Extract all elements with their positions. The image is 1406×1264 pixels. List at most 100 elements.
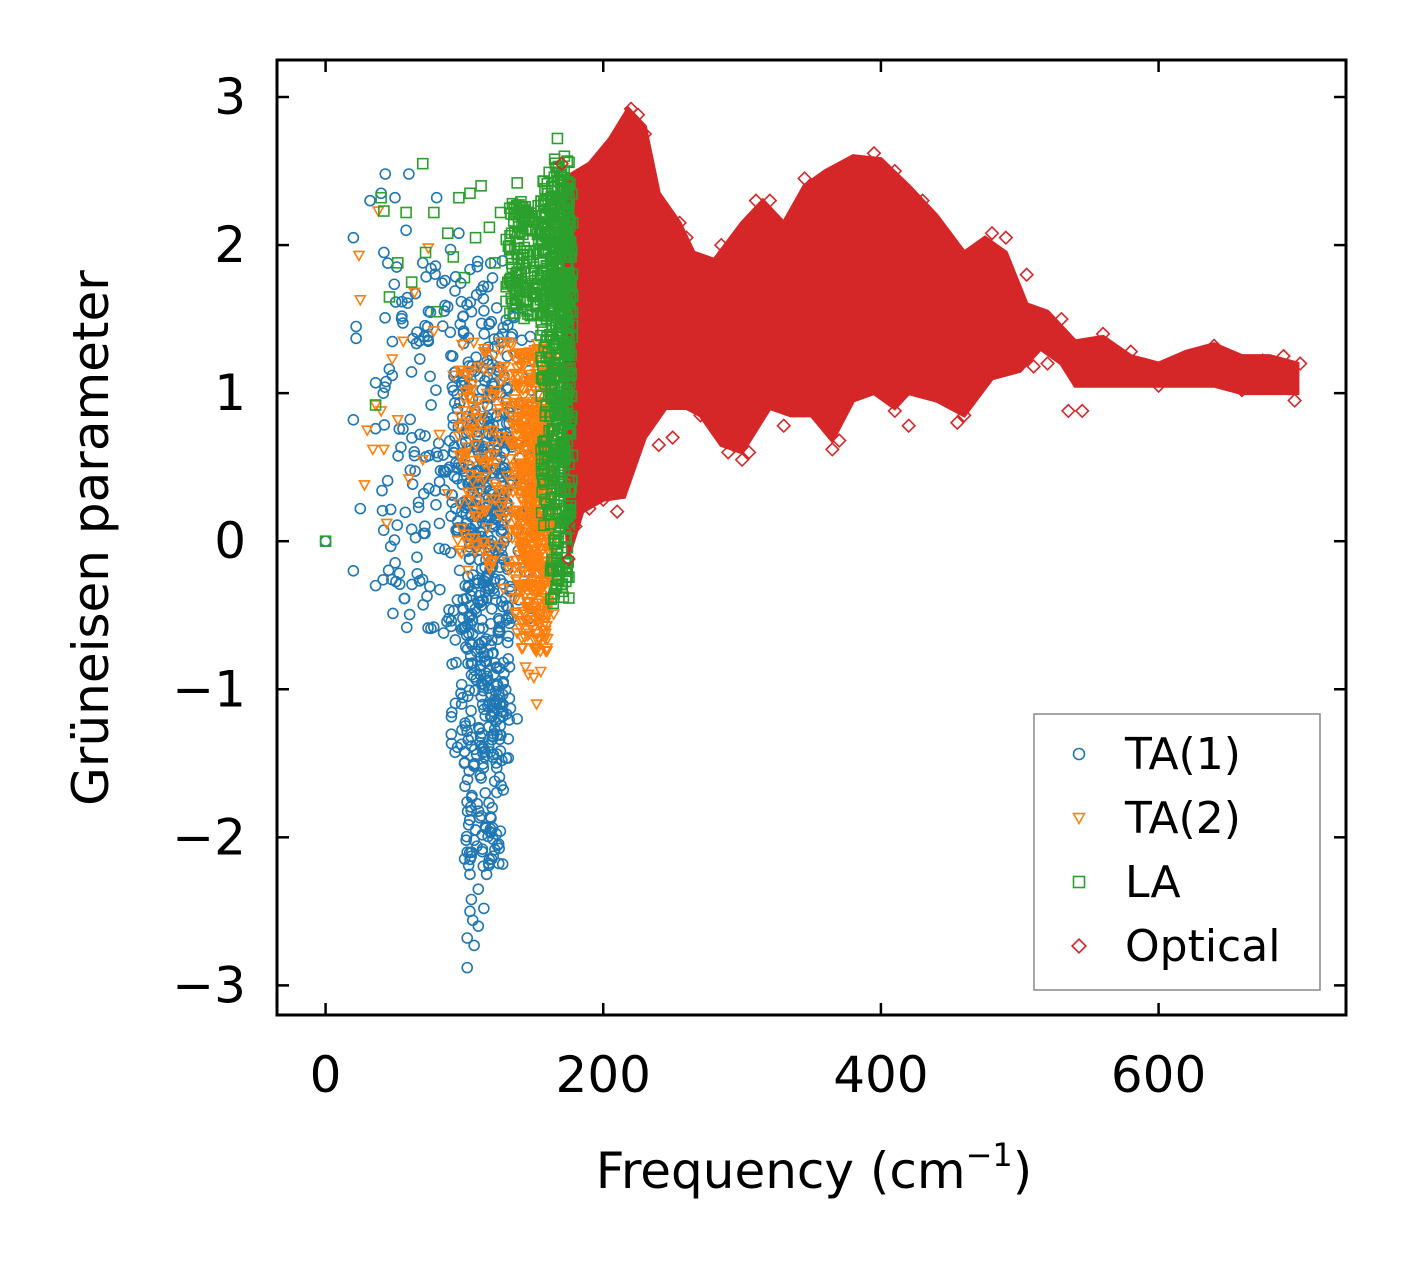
- ta-1-point: [480, 674, 493, 687]
- optical-point: [568, 519, 583, 534]
- ta-2-point: [487, 392, 501, 404]
- la-point: [560, 242, 573, 255]
- ta-2-point: [533, 579, 547, 592]
- x-axis-label-superscript: −1: [966, 1136, 1013, 1174]
- ta-2-point: [486, 556, 500, 569]
- optical-point: [1255, 353, 1271, 368]
- ta-1-point: [516, 334, 528, 346]
- ta-2-point: [427, 326, 441, 338]
- ta-2-point: [535, 608, 548, 621]
- la-point: [552, 535, 564, 547]
- ta-1-point: [469, 603, 482, 615]
- la-point: [545, 466, 557, 479]
- ta-1-point: [431, 450, 444, 463]
- ta-2-point: [484, 463, 498, 476]
- optical-point: [762, 193, 778, 209]
- la-point: [562, 555, 574, 568]
- ta-1-point: [347, 413, 360, 426]
- la-point: [511, 177, 523, 189]
- ta-1-point: [424, 580, 436, 593]
- ta-2-point: [505, 340, 518, 353]
- ta-1-point: [376, 504, 389, 517]
- optical-point: [679, 230, 694, 246]
- ta-1-point: [502, 653, 515, 665]
- la-point: [535, 316, 548, 328]
- legend: TA(1) TA(2) LA Optical: [1033, 713, 1321, 991]
- ta-1-point: [458, 757, 471, 770]
- ta-2-point: [491, 408, 505, 420]
- ta-1-point: [446, 350, 459, 363]
- ta-1-point: [364, 194, 376, 207]
- ta-2-point: [457, 406, 471, 418]
- ta-1-point: [425, 399, 437, 411]
- la-point: [458, 271, 471, 284]
- ta-1-point: [451, 741, 464, 754]
- ta-2-point: [421, 243, 435, 255]
- ta-1-point: [464, 650, 477, 662]
- la-point: [549, 531, 562, 544]
- optical-point: [554, 156, 569, 172]
- ta-2-point: [509, 609, 522, 621]
- ta-1-point: [453, 227, 465, 240]
- ta-1-point: [464, 853, 476, 866]
- ta-1-point: [377, 387, 390, 400]
- optical-point: [1019, 267, 1035, 283]
- ta-2-point: [408, 287, 421, 300]
- ta-2-point: [470, 412, 484, 425]
- ta-1-point: [401, 297, 414, 309]
- la-point: [546, 451, 559, 463]
- ta-1-point: [436, 320, 449, 332]
- ta-2-point: [517, 391, 531, 403]
- ta-1-point: [350, 332, 362, 345]
- la-point: [550, 579, 562, 592]
- ta-1-point: [478, 650, 490, 663]
- optical-point: [630, 107, 646, 123]
- ta-1-point: [403, 168, 415, 180]
- ta-1-point: [480, 868, 493, 881]
- ta-1-point: [414, 353, 426, 365]
- ta-1-point: [369, 376, 382, 389]
- ta-1-point: [409, 465, 421, 477]
- legend-marker-optical: [1070, 937, 1088, 955]
- ta-2-point: [462, 384, 476, 397]
- x-tick-label: 400: [833, 1046, 928, 1104]
- la-point: [563, 367, 575, 379]
- la-point: [516, 257, 529, 269]
- la-point: [483, 221, 496, 234]
- ta-2-point: [487, 350, 501, 362]
- ta-2-point: [524, 485, 538, 497]
- ta-2-point: [538, 531, 552, 544]
- ta-1-point: [389, 557, 401, 569]
- ta-2-point: [510, 525, 523, 537]
- ta-2-point: [535, 557, 549, 569]
- ta-1-point: [433, 542, 445, 555]
- ta-2-point: [478, 399, 492, 412]
- ta-2-point: [525, 568, 539, 580]
- la-point: [546, 503, 559, 515]
- la-point: [419, 246, 432, 259]
- ta-2-point: [538, 617, 552, 630]
- ta-1-point: [469, 577, 481, 590]
- ta-1-point: [405, 523, 418, 536]
- la-point: [560, 348, 573, 361]
- optical-point: [616, 119, 632, 135]
- ta-1-point: [471, 255, 484, 268]
- ta-2-point: [509, 555, 523, 568]
- ta-2-point: [462, 413, 475, 425]
- ta-1-point: [400, 621, 413, 634]
- ta-1-point: [445, 510, 457, 522]
- la-point: [489, 257, 501, 269]
- y-tick-label: −2: [172, 808, 246, 866]
- ta-1-point: [390, 261, 403, 273]
- ta-2-point: [352, 250, 366, 263]
- ta-1-point: [455, 678, 468, 691]
- ta-1-point: [487, 850, 500, 862]
- ta-2-point: [353, 295, 367, 307]
- legend-label-ta-2: TA(2): [1124, 793, 1241, 844]
- ta-1-point: [423, 482, 435, 495]
- ta-1-point: [419, 430, 431, 442]
- ta-1-point: [379, 312, 391, 324]
- ta-2-point: [466, 402, 480, 414]
- ta-2-point: [441, 489, 455, 501]
- ta-2-point: [516, 507, 529, 519]
